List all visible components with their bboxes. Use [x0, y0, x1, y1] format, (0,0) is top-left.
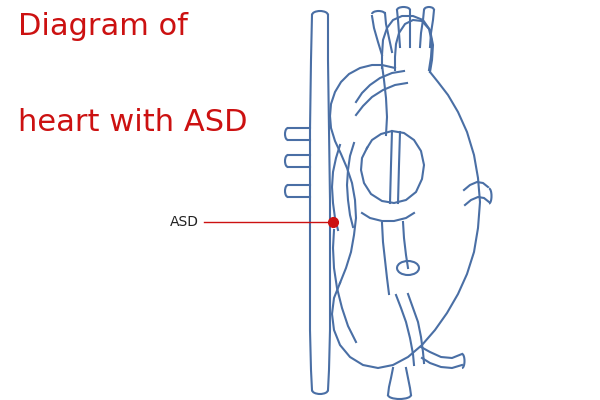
Text: heart with ASD: heart with ASD	[18, 108, 248, 137]
Text: ASD: ASD	[170, 215, 199, 229]
Text: Diagram of: Diagram of	[18, 12, 188, 41]
